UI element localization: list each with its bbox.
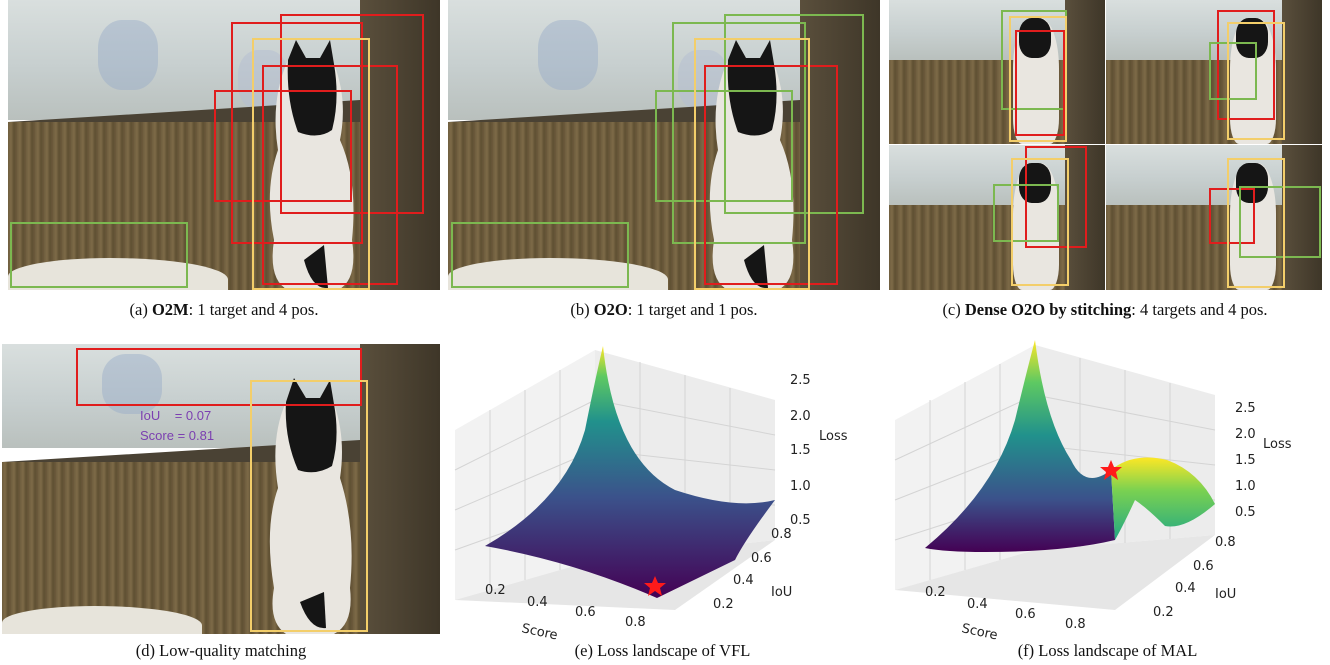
z-tick: 0.5 [790,513,811,528]
x-tick: 0.6 [1015,607,1036,622]
box-green [672,22,806,244]
z-tick: 1.5 [790,443,811,458]
caption-b: (b) O2O: 1 target and 1 pos. [570,300,758,319]
score-annotation: Score = 0.81 [140,428,215,443]
box-green [10,222,188,288]
box-red [280,14,424,214]
z-axis-label: Loss [1263,437,1292,452]
box-green [993,184,1059,242]
photo-d [2,344,440,634]
z-tick: 1.5 [1235,453,1256,468]
caption-a: (a) O2M: 1 target and 4 pos. [129,300,319,319]
box-red [262,65,398,285]
tile-tl [889,0,1105,144]
box-red [1025,146,1087,248]
grid-lines [894,358,1216,580]
dog [709,40,794,290]
y-tick: 0.4 [1175,581,1196,596]
dog [269,378,352,634]
x-tick: 0.2 [485,583,506,598]
box-green [451,222,629,288]
box-red [1209,188,1255,244]
caption-d: (d) Low-quality matching [135,641,307,660]
x-tick: 0.8 [1065,617,1086,632]
y-axis-label: IoU [771,585,792,600]
box-yellow [694,38,810,290]
caption-c: (c) Dense O2O by stitching: 4 targets an… [942,300,1268,319]
marker-star [644,576,666,596]
z-tick: 1.0 [1235,479,1256,494]
box-yellow [1227,22,1285,140]
box-yellow [1009,16,1067,142]
box-yellow [252,38,370,290]
z-tick: 2.5 [1235,401,1256,416]
y-axis-label: IoU [1215,587,1236,602]
x-tick: 0.4 [527,595,548,610]
iou-annotation: IoU = 0.07 [140,408,212,423]
panel-d: IoU = 0.07 Score = 0.81 [2,344,440,634]
x-axis-label: Score [520,621,559,640]
z-tick: 2.5 [790,373,811,388]
chart-mal: 2.5 2.0 1.5 1.0 0.5 Loss 0.2 0.4 0.6 0.8… [894,340,1292,640]
tile-tr [1106,0,1322,144]
y-tick: 0.8 [1215,535,1236,550]
box-red [704,65,838,285]
box-green [724,14,864,214]
z-axis-label: Loss [819,429,848,444]
tile-br [1106,145,1322,290]
box-yellow [250,380,368,632]
dog [269,40,354,290]
chart-vfl: 2.5 2.0 1.5 1.0 0.5 Loss 0.2 0.4 0.6 0.8… [454,346,848,640]
y-tick: 0.6 [751,551,772,566]
y-tick: 0.6 [1193,559,1214,574]
caption-f: (f) Loss landscape of MAL [1017,641,1198,660]
box-yellow [1227,158,1285,288]
box-red [231,22,363,244]
x-axis-label: Score [960,621,999,640]
loss-surface [485,346,775,598]
box-green [1209,42,1257,100]
caption-e: (e) Loss landscape of VFL [574,641,751,660]
marker-star [1100,460,1122,480]
loss-surface-right [1111,457,1215,540]
floor-pane [895,535,1215,610]
box-green [1239,186,1321,258]
box-red [1217,10,1275,120]
x-tick: 0.4 [967,597,988,612]
z-tick: 2.0 [1235,427,1256,442]
panel-a [8,0,440,290]
loss-surface-left [925,340,1115,552]
box-red [1015,30,1065,136]
photo-b [448,0,880,290]
z-tick: 0.5 [1235,505,1256,520]
z-tick: 2.0 [790,409,811,424]
panel-b [448,0,880,290]
box-red [76,348,362,406]
y-tick: 0.8 [771,527,792,542]
y-tick: 0.2 [713,597,734,612]
x-tick: 0.2 [925,585,946,600]
box-yellow [1011,158,1069,286]
x-tick: 0.8 [625,615,646,630]
y-tick: 0.2 [1153,605,1174,620]
box-green [655,90,793,202]
x-tick: 0.6 [575,605,596,620]
y-tick: 0.4 [733,573,754,588]
panel-c [889,0,1322,290]
box-red [214,90,352,202]
z-tick: 1.0 [790,479,811,494]
